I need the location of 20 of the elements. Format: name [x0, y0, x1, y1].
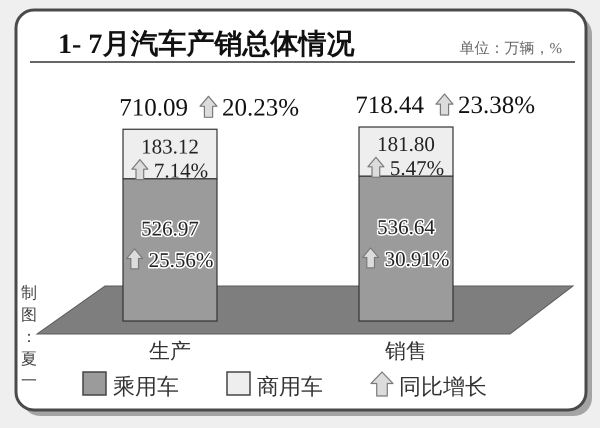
- annotation: 20.23%: [222, 94, 300, 122]
- chart-title: 1- 7月汽车产销总体情况: [58, 28, 356, 60]
- total-label: 710.09: [119, 94, 188, 122]
- total-label: 718.44: [355, 92, 424, 119]
- annotation: 30.91%: [384, 246, 450, 271]
- x-tick-label: 销售: [384, 339, 427, 363]
- legend-label: 商用车: [257, 374, 323, 399]
- annotation: 5.47%: [390, 156, 444, 180]
- legend-label: 乘用车: [113, 374, 179, 399]
- chart-subtitle: 单位：万辆，%: [460, 40, 562, 57]
- annotation: 7.14%: [154, 158, 208, 183]
- data-label: 526.97: [141, 216, 199, 241]
- data-label: 181.80: [377, 132, 435, 156]
- x-tick-label: 生产: [149, 339, 191, 363]
- data-label: 536.64: [377, 214, 436, 239]
- annotation: 23.38%: [458, 92, 536, 119]
- annotation: 25.56%: [148, 248, 214, 272]
- annotation: 制图：夏一: [21, 284, 37, 390]
- legend-label: 同比增长: [399, 374, 487, 399]
- data-label: 183.12: [141, 134, 199, 159]
